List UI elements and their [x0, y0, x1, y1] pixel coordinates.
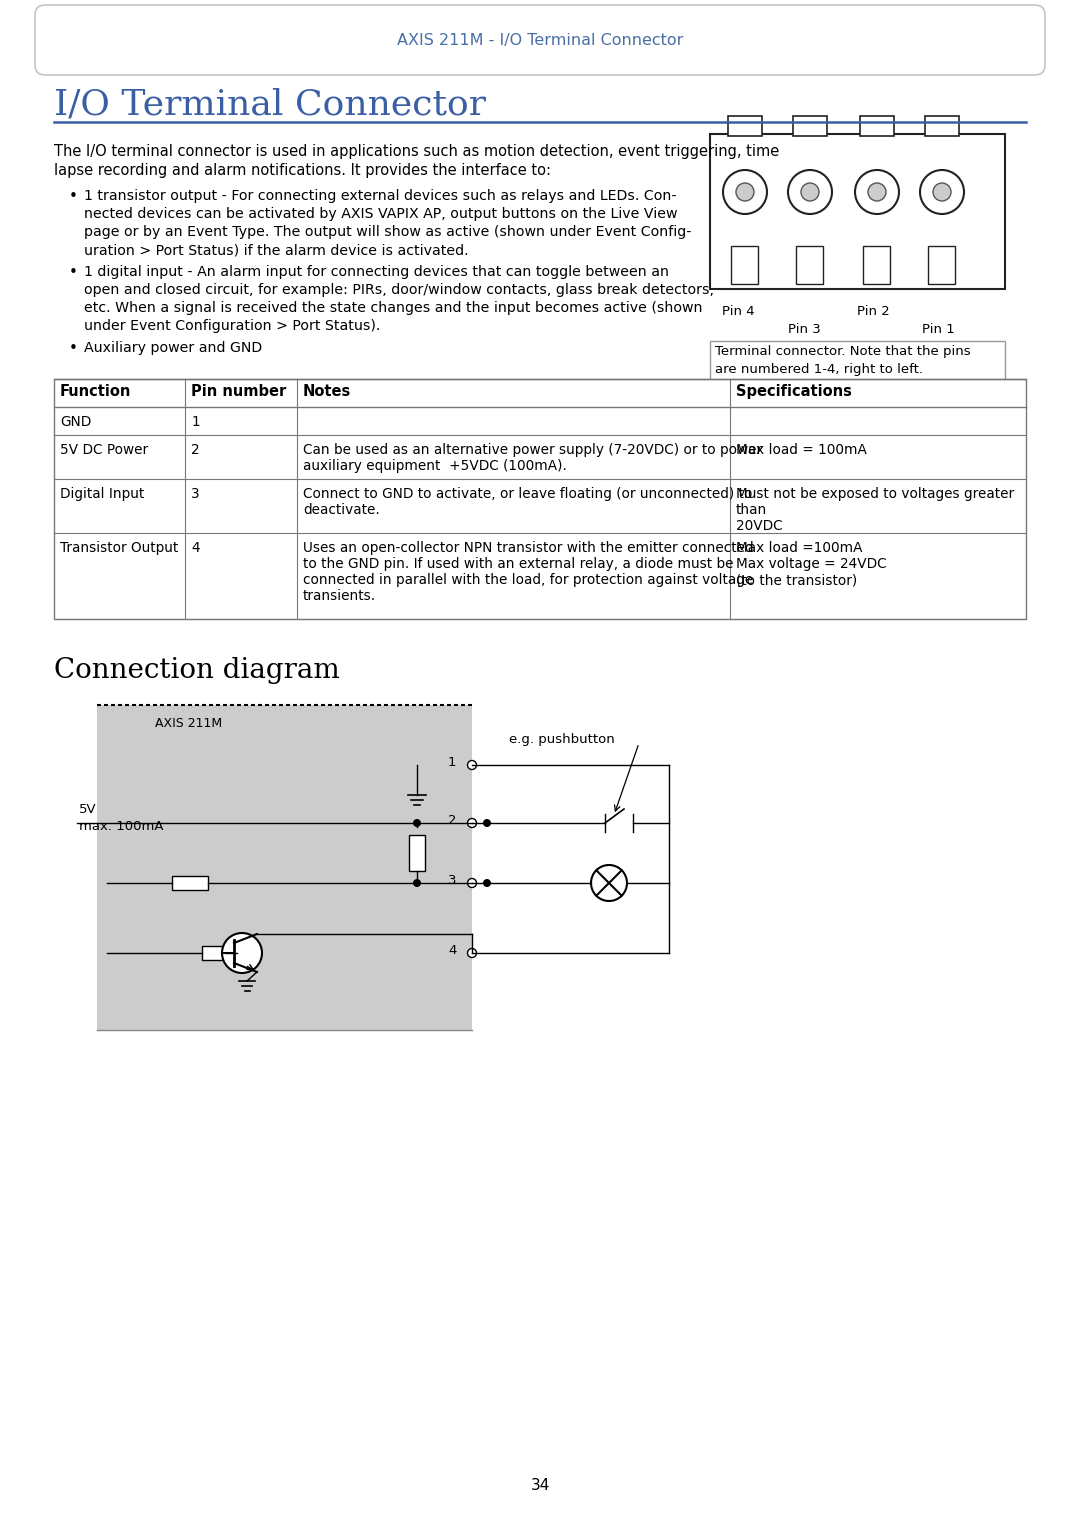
- Bar: [409, 835, 426, 872]
- Text: Max voltage = 24VDC: Max voltage = 24VDC: [735, 557, 887, 571]
- Text: 4: 4: [191, 541, 200, 554]
- Circle shape: [868, 183, 886, 202]
- Circle shape: [735, 183, 754, 202]
- Text: etc. When a signal is received the state changes and the input becomes active (s: etc. When a signal is received the state…: [84, 301, 702, 315]
- Bar: [796, 246, 823, 284]
- Text: Pin 1: Pin 1: [922, 324, 955, 336]
- Text: lapse recording and alarm notifications. It provides the interface to:: lapse recording and alarm notifications.…: [54, 163, 551, 179]
- Text: nected devices can be activated by AXIS VAPIX AP, output buttons on the Live Vie: nected devices can be activated by AXIS …: [84, 208, 677, 221]
- Text: auxiliary equipment  +5VDC (100mA).: auxiliary equipment +5VDC (100mA).: [303, 460, 567, 473]
- Text: 5V DC Power: 5V DC Power: [60, 443, 148, 457]
- Circle shape: [801, 183, 819, 202]
- Bar: [54, 379, 1026, 618]
- Text: (to the transistor): (to the transistor): [735, 573, 856, 586]
- Bar: [710, 134, 1005, 289]
- Text: Auxiliary power and GND: Auxiliary power and GND: [84, 341, 262, 354]
- Circle shape: [468, 760, 476, 770]
- Text: Transistor Output: Transistor Output: [60, 541, 178, 554]
- Bar: [710, 341, 1005, 385]
- Circle shape: [483, 818, 491, 828]
- Text: than: than: [735, 502, 767, 518]
- Text: Must not be exposed to voltages greater: Must not be exposed to voltages greater: [735, 487, 1014, 501]
- Bar: [172, 876, 208, 890]
- Bar: [54, 435, 1026, 479]
- Text: 2: 2: [448, 814, 457, 828]
- Bar: [860, 116, 894, 136]
- Text: 1 transistor output - For connecting external devices such as relays and LEDs. C: 1 transistor output - For connecting ext…: [84, 189, 677, 203]
- Circle shape: [468, 948, 476, 957]
- Text: Connection diagram: Connection diagram: [54, 657, 340, 684]
- Bar: [728, 116, 762, 136]
- Text: to the GND pin. If used with an external relay, a diode must be: to the GND pin. If used with an external…: [303, 557, 733, 571]
- Circle shape: [483, 880, 491, 887]
- Circle shape: [788, 169, 832, 214]
- Text: •: •: [69, 266, 78, 279]
- Text: •: •: [69, 341, 78, 356]
- Text: uration > Port Status) if the alarm device is activated.: uration > Port Status) if the alarm devi…: [84, 243, 469, 257]
- Text: GND: GND: [60, 415, 91, 429]
- Text: Max load =100mA: Max load =100mA: [735, 541, 862, 554]
- Text: •: •: [69, 189, 78, 205]
- Bar: [54, 379, 1026, 408]
- Circle shape: [855, 169, 899, 214]
- Text: AXIS 211M - I/O Terminal Connector: AXIS 211M - I/O Terminal Connector: [396, 32, 684, 47]
- Text: 3: 3: [448, 873, 457, 887]
- Text: AXIS 211M: AXIS 211M: [156, 718, 222, 730]
- Circle shape: [591, 864, 627, 901]
- Text: transients.: transients.: [303, 589, 376, 603]
- Text: Pin number: Pin number: [191, 383, 286, 399]
- Text: The I/O terminal connector is used in applications such as motion detection, eve: The I/O terminal connector is used in ap…: [54, 144, 780, 159]
- Text: Function: Function: [60, 383, 132, 399]
- Bar: [863, 246, 890, 284]
- Circle shape: [468, 878, 476, 887]
- Circle shape: [933, 183, 951, 202]
- Text: under Event Configuration > Port Status).: under Event Configuration > Port Status)…: [84, 319, 380, 333]
- Text: 3: 3: [191, 487, 200, 501]
- Text: Connect to GND to activate, or leave floating (or unconnected) to: Connect to GND to activate, or leave flo…: [303, 487, 753, 501]
- Text: are numbered 1-4, right to left.: are numbered 1-4, right to left.: [715, 363, 923, 376]
- Bar: [97, 705, 472, 1031]
- Text: 20VDC: 20VDC: [735, 519, 782, 533]
- Text: Specifications: Specifications: [735, 383, 851, 399]
- Bar: [54, 479, 1026, 533]
- Circle shape: [920, 169, 964, 214]
- Text: Max load = 100mA: Max load = 100mA: [735, 443, 866, 457]
- Circle shape: [222, 933, 262, 973]
- Text: 1 digital input - An alarm input for connecting devices that can toggle between : 1 digital input - An alarm input for con…: [84, 266, 669, 279]
- Text: 34: 34: [530, 1478, 550, 1492]
- Text: 2: 2: [191, 443, 200, 457]
- Text: connected in parallel with the load, for protection against voltage: connected in parallel with the load, for…: [303, 573, 753, 586]
- Bar: [202, 947, 226, 960]
- Text: Digital Input: Digital Input: [60, 487, 145, 501]
- Text: open and closed circuit, for example: PIRs, door/window contacts, glass break de: open and closed circuit, for example: PI…: [84, 282, 714, 296]
- Circle shape: [413, 818, 421, 828]
- Circle shape: [723, 169, 767, 214]
- Circle shape: [468, 818, 476, 828]
- Bar: [793, 116, 827, 136]
- Text: I/O Terminal Connector: I/O Terminal Connector: [54, 87, 486, 121]
- Text: Pin 2: Pin 2: [858, 305, 890, 318]
- Text: Terminal connector. Note that the pins: Terminal connector. Note that the pins: [715, 345, 971, 357]
- Text: e.g. pushbutton: e.g. pushbutton: [509, 733, 615, 747]
- Text: Can be used as an alternative power supply (7-20VDC) or to power: Can be used as an alternative power supp…: [303, 443, 762, 457]
- Bar: [54, 408, 1026, 435]
- Text: Pin 3: Pin 3: [788, 324, 821, 336]
- Text: Pin 4: Pin 4: [723, 305, 755, 318]
- Text: deactivate.: deactivate.: [303, 502, 380, 518]
- Text: max. 100mA: max. 100mA: [79, 820, 163, 834]
- Text: Notes: Notes: [303, 383, 351, 399]
- Text: Uses an open-collector NPN transistor with the emitter connected: Uses an open-collector NPN transistor wi…: [303, 541, 754, 554]
- Bar: [928, 246, 955, 284]
- Text: 1: 1: [448, 756, 457, 770]
- Text: 5V: 5V: [79, 803, 96, 815]
- Bar: [731, 246, 758, 284]
- Bar: [54, 533, 1026, 618]
- Text: 1: 1: [191, 415, 200, 429]
- Circle shape: [413, 880, 421, 887]
- FancyBboxPatch shape: [35, 5, 1045, 75]
- Bar: [924, 116, 959, 136]
- Text: 4: 4: [448, 944, 457, 957]
- Text: page or by an Event Type. The output will show as active (shown under Event Conf: page or by an Event Type. The output wil…: [84, 224, 691, 240]
